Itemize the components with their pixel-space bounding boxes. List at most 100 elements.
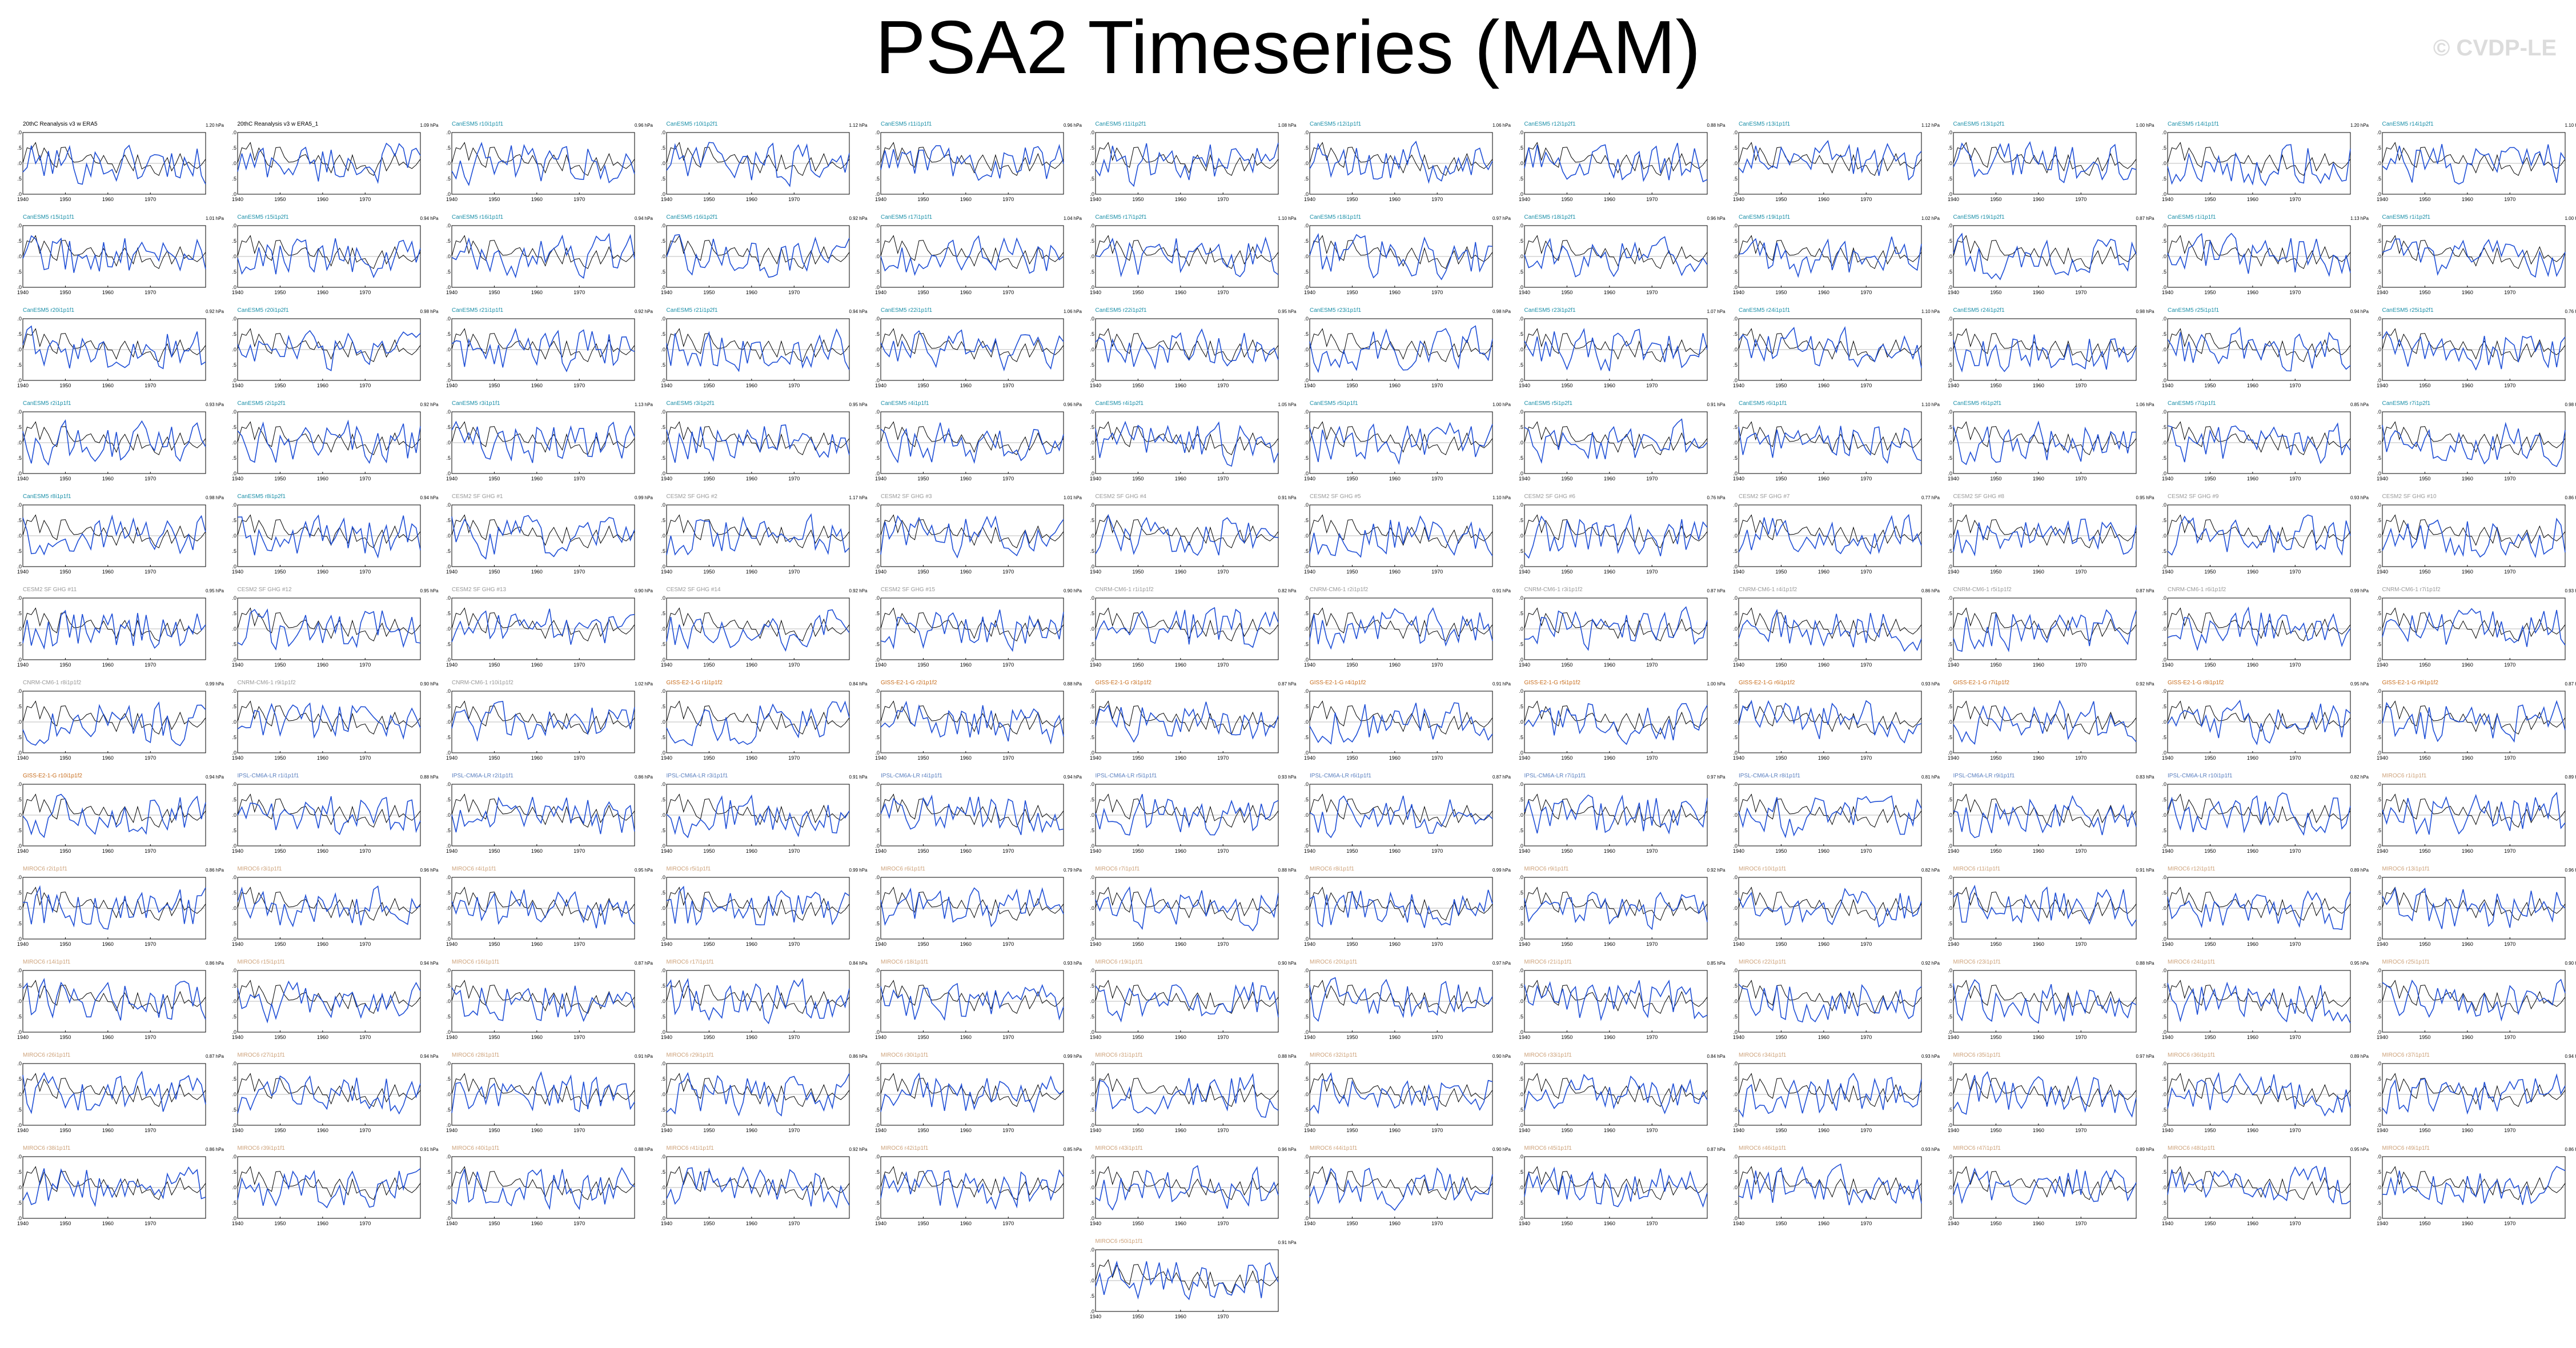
y-tick-label: -1.5 [17, 455, 22, 461]
y-tick-label: -1.5 [661, 921, 665, 926]
x-tick-label: 1940 [2162, 848, 2173, 854]
y-tick-label: 1.5 [2162, 890, 2166, 896]
x-tick-label: 1960 [2247, 569, 2258, 575]
x-tick-label: 1960 [2032, 569, 2044, 575]
x-tick-label: 1960 [1818, 1221, 1829, 1226]
x-tick-label: 1970 [359, 569, 371, 575]
y-tick-label: 1.5 [661, 238, 665, 244]
simulated-series-line [2381, 331, 2566, 371]
y-tick-label: -1.5 [875, 269, 880, 275]
x-tick-label: 1960 [745, 1128, 757, 1133]
x-tick-label: 1950 [703, 290, 715, 295]
y-tick-label: -3.0 [2377, 378, 2381, 383]
y-tick-label: -1.5 [1304, 828, 1309, 833]
y-tick-label: 3.0 [1948, 1154, 1952, 1160]
y-tick-label: 3.0 [17, 502, 22, 508]
x-tick-label: 1950 [1990, 1221, 2001, 1226]
x-tick-label: 1970 [2289, 755, 2301, 761]
simulated-series-line [1523, 1074, 1708, 1114]
y-tick-label: 0.0 [2377, 998, 2381, 1004]
simulated-series-line [1738, 424, 1922, 464]
simulated-series-line [451, 327, 635, 372]
x-tick-label: 1960 [1174, 383, 1186, 388]
panel-stat: 1.10 hPa [1921, 402, 1940, 407]
simulated-series-line [1309, 422, 1493, 466]
y-tick-label: -1.5 [17, 1014, 22, 1020]
panel-title: 20thC Reanalysis v3 w ERA5 [23, 121, 98, 127]
panel-stat: 0.90 hPa [634, 588, 653, 593]
x-tick-label: 1970 [2075, 1034, 2087, 1040]
x-tick-label: 1970 [1646, 755, 1658, 761]
observed-series-line [880, 421, 1064, 455]
y-tick-label: 0.0 [232, 347, 236, 352]
simulated-series-line [451, 985, 635, 1022]
y-tick-label: -3.0 [1733, 1215, 1738, 1221]
y-tick-label: 0.0 [232, 440, 236, 446]
y-tick-label: 1.5 [17, 424, 22, 430]
x-tick-label: 1970 [1217, 1314, 1229, 1319]
y-tick-label: 0.0 [1733, 347, 1738, 352]
y-tick-label: 0.0 [446, 626, 451, 632]
y-tick-label: 1.5 [1304, 611, 1309, 616]
x-tick-label: 1960 [531, 476, 543, 482]
y-tick-label: 1.5 [446, 797, 451, 803]
panel-title: CNRM-CM6-1 r6i1p1f2 [2168, 587, 2226, 593]
y-tick-label: -1.5 [1733, 455, 1738, 461]
panel-stat: 0.97 hPa [1707, 775, 1726, 780]
x-tick-label: 1970 [573, 1221, 585, 1226]
y-tick-label: -3.0 [232, 843, 236, 849]
y-tick-label: 3.0 [2377, 409, 2381, 415]
y-tick-label: -3.0 [1304, 1029, 1309, 1035]
panel-stat: 0.82 hPa [1278, 588, 1297, 593]
y-tick-label: -1.5 [2162, 362, 2166, 368]
x-tick-label: 1940 [1519, 1034, 1530, 1040]
y-tick-label: -3.0 [446, 750, 451, 756]
x-tick-label: 1970 [788, 755, 800, 761]
x-tick-label: 1950 [2204, 196, 2216, 202]
y-tick-label: -1.5 [1733, 735, 1738, 740]
simulated-series-line [666, 885, 849, 926]
x-tick-label: 1970 [573, 196, 585, 202]
x-tick-label: 1970 [359, 1221, 371, 1226]
x-tick-label: 1960 [102, 1221, 114, 1226]
simulated-series-line [236, 330, 421, 371]
y-tick-label: 3.0 [1948, 316, 1952, 322]
simulated-series-line [236, 238, 421, 279]
y-tick-label: -3.0 [1733, 843, 1738, 849]
y-tick-label: -1.5 [1948, 269, 1952, 275]
panel-title: GISS-E2-1-G r6i1p1f2 [1739, 680, 1795, 686]
y-tick-label: -1.5 [232, 362, 236, 368]
simulated-series-line [237, 608, 420, 651]
y-tick-label: 1.5 [1733, 145, 1738, 151]
y-tick-label: -1.5 [661, 1014, 665, 1020]
observed-series-line [1095, 514, 1278, 548]
x-tick-label: 1970 [1860, 196, 1872, 202]
x-tick-label: 1970 [1431, 196, 1443, 202]
y-tick-label: -3.0 [446, 564, 451, 569]
y-tick-label: -1.5 [1948, 735, 1952, 740]
y-tick-label: -3.0 [2162, 1029, 2166, 1035]
panel-stat: 0.95 hPa [205, 588, 224, 593]
simulated-series-line [1094, 607, 1279, 648]
y-tick-label: -1.5 [661, 548, 665, 554]
x-tick-label: 1950 [1346, 848, 1358, 854]
x-tick-label: 1970 [1217, 383, 1229, 388]
y-tick-label: 0.0 [1519, 905, 1523, 911]
y-tick-label: -1.5 [2162, 1107, 2166, 1113]
y-tick-label: 0.0 [2162, 719, 2166, 725]
x-tick-label: 1940 [1948, 1034, 1959, 1040]
y-tick-label: -3.0 [1733, 1029, 1738, 1035]
